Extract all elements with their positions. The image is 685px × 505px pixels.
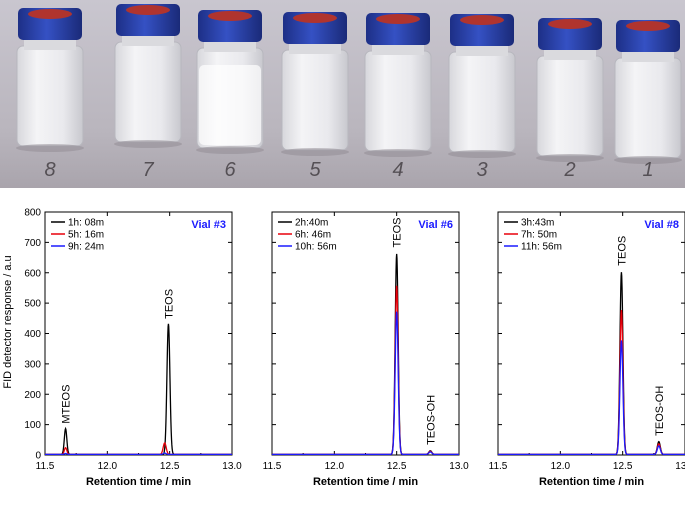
vial-glass [448, 51, 516, 153]
vial-6: 6 [196, 10, 264, 181]
vials-photo: 8 7 6 5 4 3 2 1 [0, 0, 685, 188]
panel-vial-3: 11.5 12.0 12.5 13.0 0 100 200 300 400 500 600 700 80… [24, 208, 242, 489]
y-tick-label: 200 [24, 390, 41, 401]
panel-title: Vial #6 [418, 219, 453, 231]
x-tick-label: 13.0 [675, 461, 685, 472]
legend-label: 9h: 24m [68, 242, 104, 253]
vial-septum [548, 19, 592, 29]
vial-shadow [196, 146, 264, 154]
y-tick-label: 100 [24, 420, 41, 431]
vial-7: 7 [114, 4, 182, 181]
vial-septum [208, 11, 252, 21]
legend-label: 10h: 56m [295, 242, 337, 253]
x-tick-label: 11.5 [263, 461, 282, 472]
vial-glass [114, 41, 182, 143]
series-line-11h56m [498, 340, 685, 456]
x-tick-label: 12.0 [98, 461, 118, 472]
x-axis-label: Retention time / min [86, 476, 191, 488]
vial-number-label: 4 [392, 159, 403, 181]
series-line-5h16m [45, 442, 232, 456]
vial-glass [16, 45, 84, 147]
legend-label: 5h: 16m [68, 230, 104, 241]
peak-annotation: TEOS [163, 289, 175, 319]
vial-glass [536, 55, 604, 157]
x-tick-label: 12.5 [613, 461, 633, 472]
x-tick-label: 13.0 [449, 461, 469, 472]
y-tick-label: 400 [24, 329, 41, 340]
vial-number-label: 6 [224, 159, 236, 181]
peak-annotation: TEOS-OH [425, 395, 437, 445]
x-tick-label: 12.5 [160, 461, 180, 472]
series-line-9h24m [45, 452, 232, 456]
panel-vial-6: 11.5 12.0 12.5 13.0 Retention time / min 2h:4… [263, 211, 469, 488]
vial-number-label: 8 [44, 159, 55, 181]
chromatogram-figure: FID detector response / a.u 11.5 12.0 12.5… [2, 208, 685, 489]
x-tick-label: 11.5 [489, 461, 508, 472]
legend-label: 6h: 46m [295, 230, 331, 241]
vial-5: 5 [281, 12, 349, 181]
vial-glass [614, 57, 682, 159]
peak-annotation: MTEOS [61, 385, 73, 424]
vial-shadow [281, 148, 349, 156]
vial-number-label: 7 [142, 159, 154, 181]
y-tick-label: 500 [24, 299, 41, 310]
vial-septum [376, 14, 420, 24]
vial-2: 2 [536, 18, 604, 181]
panel-title: Vial #8 [644, 219, 679, 231]
peak-annotation: TEOS [616, 236, 628, 266]
y-axis-label: FID detector response / a.u [2, 255, 14, 388]
vial-3: 3 [448, 14, 516, 181]
vial-septum [460, 15, 504, 25]
legend-label: 1h: 08m [68, 218, 104, 229]
legend-label: 2h:40m [295, 218, 328, 229]
panel-title: Vial #3 [191, 219, 226, 231]
series-line-1h08m [45, 323, 232, 456]
y-tick-label: 0 [35, 451, 41, 462]
vial-septum [293, 13, 337, 23]
vial-shadow [536, 154, 604, 162]
vial-glass [364, 50, 432, 152]
x-tick-label: 12.5 [387, 461, 407, 472]
vial-1: 1 [614, 20, 682, 181]
panel-vial-8: 11.5 12.0 12.5 13.0 Retention time / min 3h:4… [489, 211, 685, 488]
vial-cloudy-liquid [199, 65, 261, 145]
x-tick-label: 12.0 [551, 461, 571, 472]
vial-number-label: 1 [642, 159, 653, 181]
vial-septum [28, 9, 72, 19]
vial-4: 4 [364, 13, 432, 181]
series-line-10h56m [272, 311, 459, 456]
x-tick-label: 12.0 [325, 461, 345, 472]
peak-annotation: TEOS-OH [654, 386, 666, 436]
vial-shadow [114, 140, 182, 148]
x-tick-label: 13.0 [222, 461, 242, 472]
legend-label: 7h: 50m [521, 230, 557, 241]
y-tick-label: 600 [24, 268, 41, 279]
y-tick-label: 800 [24, 208, 41, 219]
y-tick-label: 300 [24, 359, 41, 370]
legend-label: 3h:43m [521, 218, 554, 229]
vials-group: 8 7 6 5 4 3 2 1 [16, 4, 682, 181]
vial-shadow [16, 144, 84, 152]
vial-shadow [614, 156, 682, 164]
vial-8: 8 [16, 8, 84, 181]
vial-number-label: 2 [563, 159, 575, 181]
vial-shadow [364, 149, 432, 157]
vial-septum [126, 5, 170, 15]
x-axis-label: Retention time / min [539, 476, 644, 488]
x-axis-label: Retention time / min [313, 476, 418, 488]
x-tick-label: 11.5 [36, 461, 55, 472]
legend-label: 11h: 56m [521, 242, 562, 253]
peak-annotation: TEOS [392, 218, 404, 248]
vial-glass [281, 49, 349, 151]
vial-septum [626, 21, 670, 31]
vial-number-label: 3 [476, 159, 487, 181]
y-tick-label: 700 [24, 238, 41, 249]
vial-shadow [448, 150, 516, 158]
vial-number-label: 5 [309, 159, 321, 181]
